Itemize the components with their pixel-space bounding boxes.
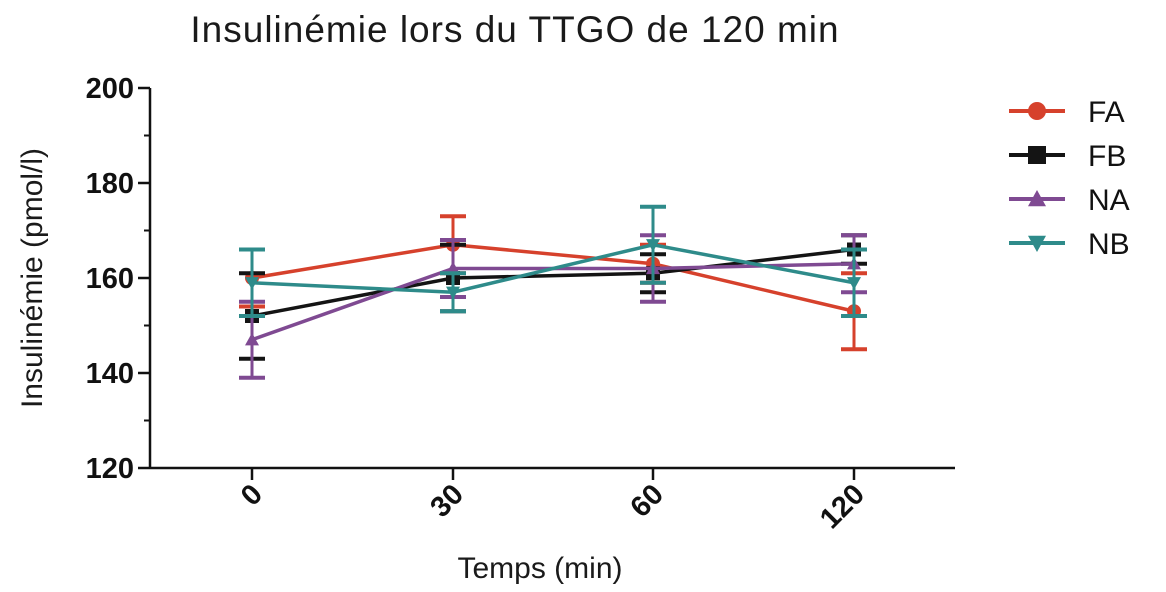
x-axis: 0 30 60 120 [150, 466, 955, 535]
x-tick-label: 30 [425, 478, 470, 523]
legend-label-fa: FA [1088, 96, 1125, 129]
y-tick-label: 180 [86, 168, 134, 200]
legend-marker-fb [1028, 146, 1046, 164]
legend-marker-fa [1028, 102, 1046, 120]
chart-title: Insulinémie lors du TTGO de 120 min [190, 9, 839, 50]
y-tick-label: 140 [86, 358, 134, 390]
legend-item-fb: FB [1009, 140, 1126, 173]
series-line-nb [251, 242, 855, 295]
y-tick-label: 200 [86, 73, 134, 105]
x-axis-title: Temps (min) [457, 552, 622, 585]
legend-marker-nb [1028, 235, 1046, 252]
series-line-fb [251, 247, 855, 318]
series-fa [239, 214, 867, 352]
y-axis-title: Insulinémie (pmol/l) [16, 148, 49, 408]
series-nb [239, 204, 867, 318]
y-tick-label: 120 [86, 453, 134, 485]
data-point-nb [245, 277, 259, 290]
legend-marker-na [1028, 190, 1046, 207]
data-point-na [245, 332, 259, 346]
legend-label-fb: FB [1088, 140, 1126, 173]
plot-area [239, 204, 867, 380]
y-axis: 120 140 160 180 200 [86, 73, 152, 485]
series-line-fa [251, 242, 855, 313]
series-na [239, 233, 867, 380]
data-point-nb [646, 239, 660, 252]
y-tick-label: 160 [86, 263, 134, 295]
legend-item-na: NA [1009, 184, 1130, 217]
x-tick-label: 60 [625, 478, 670, 523]
legend-item-fa: FA [1009, 96, 1125, 129]
legend-item-nb: NB [1009, 228, 1130, 261]
data-point-na [446, 261, 460, 275]
legend: FA FB NA NB [1009, 96, 1130, 261]
data-point-nb [847, 277, 861, 290]
x-tick-label: 0 [235, 478, 269, 512]
data-point-nb [446, 286, 460, 300]
legend-label-na: NA [1088, 184, 1130, 217]
legend-label-nb: NB [1088, 228, 1130, 261]
x-tick-label: 120 [814, 478, 871, 535]
